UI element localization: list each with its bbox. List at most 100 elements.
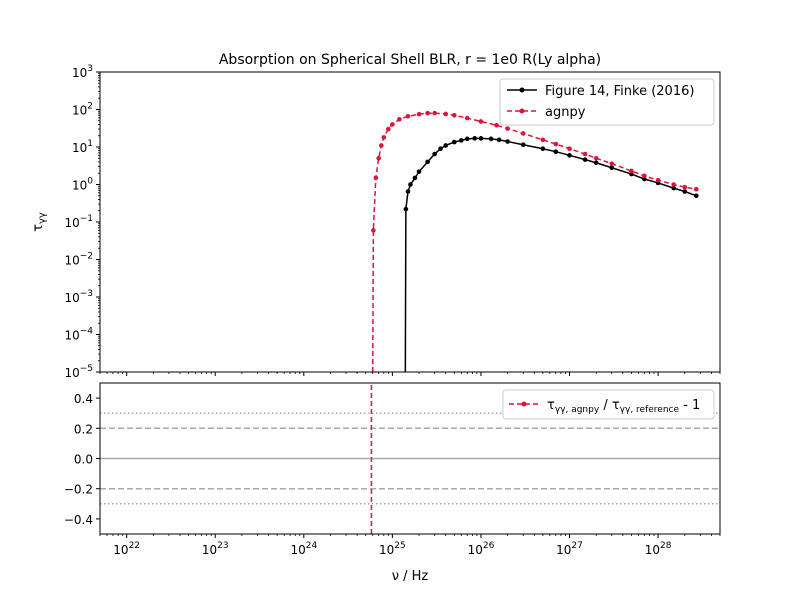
legend-marker-ratio <box>521 401 527 407</box>
data-point-agnpy <box>397 116 402 122</box>
data-point-finke <box>593 160 599 166</box>
y-tick-label: 100 <box>72 177 93 193</box>
data-point-finke <box>505 139 510 144</box>
data-point-agnpy <box>379 143 384 148</box>
legend-marker-finke <box>519 87 525 93</box>
data-point-finke <box>540 146 546 152</box>
data-point-finke <box>488 136 494 142</box>
legend-label-finke: Figure 14, Finke (2016) <box>545 84 694 99</box>
data-point-finke <box>478 136 484 141</box>
data-point-finke <box>451 139 457 145</box>
data-point-finke <box>464 136 470 142</box>
top-legend: Figure 14, Finke (2016) agnpy <box>499 78 715 126</box>
data-point-agnpy <box>553 141 559 147</box>
data-point-finke <box>408 182 413 187</box>
x-tick-label: 1027 <box>556 541 583 557</box>
data-point-finke <box>609 165 615 171</box>
data-point-agnpy <box>671 182 676 187</box>
data-point-agnpy <box>386 126 391 132</box>
data-point-finke <box>405 189 411 194</box>
data-point-agnpy <box>478 119 484 124</box>
data-point-agnpy <box>451 113 457 118</box>
chart-title: Absorption on Spherical Shell BLR, r = 1… <box>219 52 601 68</box>
y-tick-label: 101 <box>72 139 93 155</box>
data-point-finke <box>472 136 478 141</box>
y-tick-label: 0.0 <box>74 453 93 467</box>
data-point-agnpy <box>520 131 526 136</box>
legend-label-agnpy: agnpy <box>545 105 586 120</box>
data-point-agnpy <box>390 122 395 127</box>
data-point-finke <box>694 193 699 199</box>
data-point-agnpy <box>694 186 699 192</box>
data-point-agnpy <box>443 111 449 117</box>
x-axis-label: ν / Hz <box>392 569 429 584</box>
y-tick-label: 10−4 <box>64 327 93 343</box>
data-point-finke <box>403 206 409 212</box>
data-point-agnpy <box>582 151 588 157</box>
top-legend-box <box>499 78 715 126</box>
top-axes-frame <box>99 71 721 373</box>
series-line-agnpy <box>371 112 697 373</box>
data-point-agnpy <box>494 122 499 128</box>
data-point-agnpy <box>609 161 615 166</box>
data-point-finke <box>412 175 418 181</box>
data-point-agnpy <box>381 135 387 140</box>
bottom-legend: τγγ, agnpy / τγγ, reference - 1 <box>502 389 715 420</box>
data-point-agnpy <box>371 228 376 233</box>
data-point-agnpy <box>432 110 437 116</box>
data-point-agnpy <box>567 146 572 152</box>
y-tick-label: 10−5 <box>64 364 93 380</box>
y-tick-label: 10−1 <box>64 214 93 230</box>
data-point-finke <box>567 153 572 158</box>
data-point-agnpy <box>505 126 510 131</box>
data-point-agnpy <box>655 177 661 183</box>
bottom-y-tick-labels: 0.4 0.2 0.0 −0.2 −0.4 <box>64 392 100 527</box>
data-point-agnpy <box>682 184 688 190</box>
bottom-axes-frame <box>99 382 721 535</box>
y-tick-label: 103 <box>72 64 93 80</box>
data-point-finke <box>671 185 676 191</box>
data-point-finke <box>682 189 688 194</box>
data-point-finke <box>443 143 449 148</box>
data-point-agnpy <box>376 155 381 161</box>
data-point-agnpy <box>373 175 379 181</box>
y-tick-label: 10−3 <box>64 289 93 305</box>
y-tick-label: 0.4 <box>74 392 93 406</box>
x-tick-label: 1022 <box>113 541 140 557</box>
x-tick-label: 1023 <box>202 541 229 557</box>
y-tick-label: −0.4 <box>64 513 93 527</box>
x-tick-label: 1026 <box>468 541 495 557</box>
legend-marker-agnpy <box>519 108 525 114</box>
data-point-agnpy <box>425 110 430 116</box>
data-point-finke <box>425 159 430 165</box>
bottom-panel: 0.40.20.0−0.2−0.4 1022 1023 1024 1025 1026 10… <box>64 382 721 584</box>
data-point-agnpy <box>464 115 470 121</box>
data-point-finke <box>642 176 647 182</box>
data-point-agnpy <box>405 113 411 119</box>
x-tick-label: 1028 <box>645 541 672 557</box>
bottom-legend-box <box>502 389 715 420</box>
x-tick-label: 1025 <box>379 541 406 557</box>
bottom-x-ticks: 1022 1023 1024 1025 1026 1027 1028 <box>99 534 721 557</box>
data-point-finke <box>520 142 526 148</box>
data-point-finke <box>553 149 559 154</box>
data-point-agnpy <box>642 173 647 179</box>
data-point-agnpy <box>540 137 546 143</box>
data-point-agnpy <box>416 111 422 117</box>
data-point-finke <box>432 151 437 157</box>
data-point-finke <box>416 169 422 174</box>
top-plot-data <box>371 110 699 373</box>
data-point-finke <box>438 146 443 152</box>
y-tick-label: −0.2 <box>64 483 93 497</box>
data-point-agnpy <box>629 168 634 174</box>
data-point-finke <box>582 157 588 162</box>
y-tick-label: 10−2 <box>64 252 93 268</box>
data-point-finke <box>459 138 464 143</box>
data-point-agnpy <box>593 155 599 161</box>
data-point-finke <box>496 137 502 143</box>
y-tick-label: 0.2 <box>74 422 93 436</box>
y-tick-label: 102 <box>72 102 93 118</box>
x-tick-label: 1024 <box>290 541 317 557</box>
